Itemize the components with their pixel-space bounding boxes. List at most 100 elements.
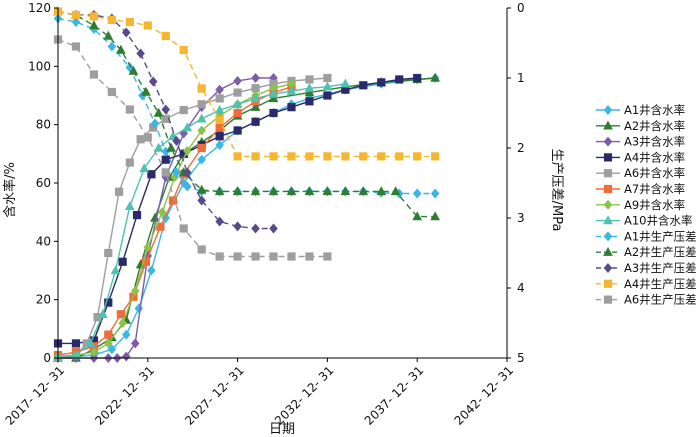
data-point: [233, 126, 242, 135]
data-point: [215, 94, 224, 103]
data-point: [215, 115, 224, 125]
data-point: [197, 195, 206, 206]
data-point: [107, 41, 117, 52]
data-point: [233, 108, 242, 118]
legend-marker: [603, 120, 613, 130]
data-point: [250, 93, 261, 103]
data-point: [304, 87, 315, 97]
legend-label: A3井生产压差: [624, 261, 697, 275]
data-point: [215, 252, 224, 261]
data-point: [153, 107, 164, 117]
data-point: [287, 252, 296, 261]
legend-marker: [603, 231, 613, 242]
data-point: [215, 123, 224, 132]
legend-marker: [603, 105, 613, 115]
data-point: [286, 186, 297, 196]
data-point: [172, 136, 181, 146]
data-point: [395, 152, 404, 161]
data-point: [215, 84, 224, 95]
legend-label: A10井含水率: [624, 214, 693, 228]
x-tick-label: 2032- 12- 31: [272, 363, 337, 428]
data-point: [214, 104, 225, 114]
data-point: [251, 73, 260, 83]
data-point: [269, 108, 278, 118]
data-point: [287, 152, 296, 161]
series-12: [53, 7, 440, 161]
legend-marker: [603, 169, 613, 178]
series-line: [57, 10, 436, 218]
y-right-tick-label: 5: [517, 351, 525, 365]
data-point: [215, 216, 224, 227]
legend-item: A2井生产压差: [596, 245, 697, 259]
data-point: [322, 81, 333, 91]
data-point: [121, 351, 131, 362]
data-point: [116, 44, 126, 54]
data-point: [286, 85, 297, 95]
legend-item: A2井含水率: [596, 119, 685, 133]
data-point: [412, 188, 422, 199]
data-point: [341, 152, 350, 161]
data-point: [287, 103, 296, 112]
data-point: [130, 338, 140, 349]
legend-label: A1井含水率: [624, 103, 685, 117]
data-point: [377, 78, 386, 87]
data-point: [104, 330, 113, 339]
data-point: [147, 265, 156, 276]
data-point: [89, 12, 99, 21]
legend-item: A9井含水率: [596, 198, 685, 212]
data-point: [251, 152, 260, 161]
data-point: [197, 245, 206, 254]
y-left-tick-label: 0: [43, 351, 51, 365]
data-point: [269, 223, 278, 234]
legend-label: A6井生产压差: [624, 293, 697, 307]
data-point: [413, 152, 422, 161]
data-point: [250, 186, 261, 196]
series-line: [57, 10, 436, 158]
data-point: [268, 93, 279, 103]
data-point: [251, 223, 260, 234]
data-point: [305, 152, 314, 161]
data-point: [233, 152, 242, 161]
data-point: [430, 188, 440, 199]
data-point: [141, 86, 151, 96]
y-left-tick-label: 100: [28, 59, 51, 73]
data-point: [269, 252, 278, 261]
series-8: [53, 78, 351, 361]
data-point: [215, 132, 224, 141]
data-point: [104, 248, 113, 258]
legend-item: A4井生产压差: [596, 277, 697, 291]
data-point: [132, 210, 142, 220]
data-point: [233, 75, 242, 86]
data-point: [143, 242, 153, 253]
legend-item: A1井含水率: [596, 103, 685, 117]
data-point: [161, 155, 170, 164]
y-right-tick-label: 4: [517, 281, 525, 295]
data-point: [250, 101, 261, 111]
data-point: [305, 75, 314, 84]
y-left-tick-label: 40: [36, 234, 51, 248]
legend-item: A1井生产压差: [596, 229, 697, 243]
data-point: [305, 252, 314, 261]
legend-item: A10井含水率: [596, 214, 693, 228]
data-point: [430, 72, 440, 82]
y-left-tick-label: 20: [36, 293, 51, 307]
legend-item: A4井含水率: [596, 150, 685, 164]
legend-item: A3井含水率: [596, 135, 685, 149]
y-axis-label-left: 含水率/%: [2, 162, 18, 218]
data-point: [251, 252, 260, 261]
y-axis-label-right: 生产压差/MPa: [549, 149, 564, 232]
x-tick-label: 2037- 12- 31: [362, 363, 427, 428]
series-10: [53, 6, 440, 221]
data-point: [125, 17, 134, 27]
data-point: [107, 15, 116, 24]
data-point: [161, 31, 170, 41]
legend-label: A3井含水率: [624, 135, 685, 149]
data-point: [304, 82, 315, 92]
data-point: [71, 42, 81, 51]
data-point: [71, 10, 81, 20]
data-point: [183, 145, 192, 156]
legend-label: A9井含水率: [624, 198, 685, 212]
series-5: [53, 73, 332, 363]
data-point: [121, 27, 131, 38]
